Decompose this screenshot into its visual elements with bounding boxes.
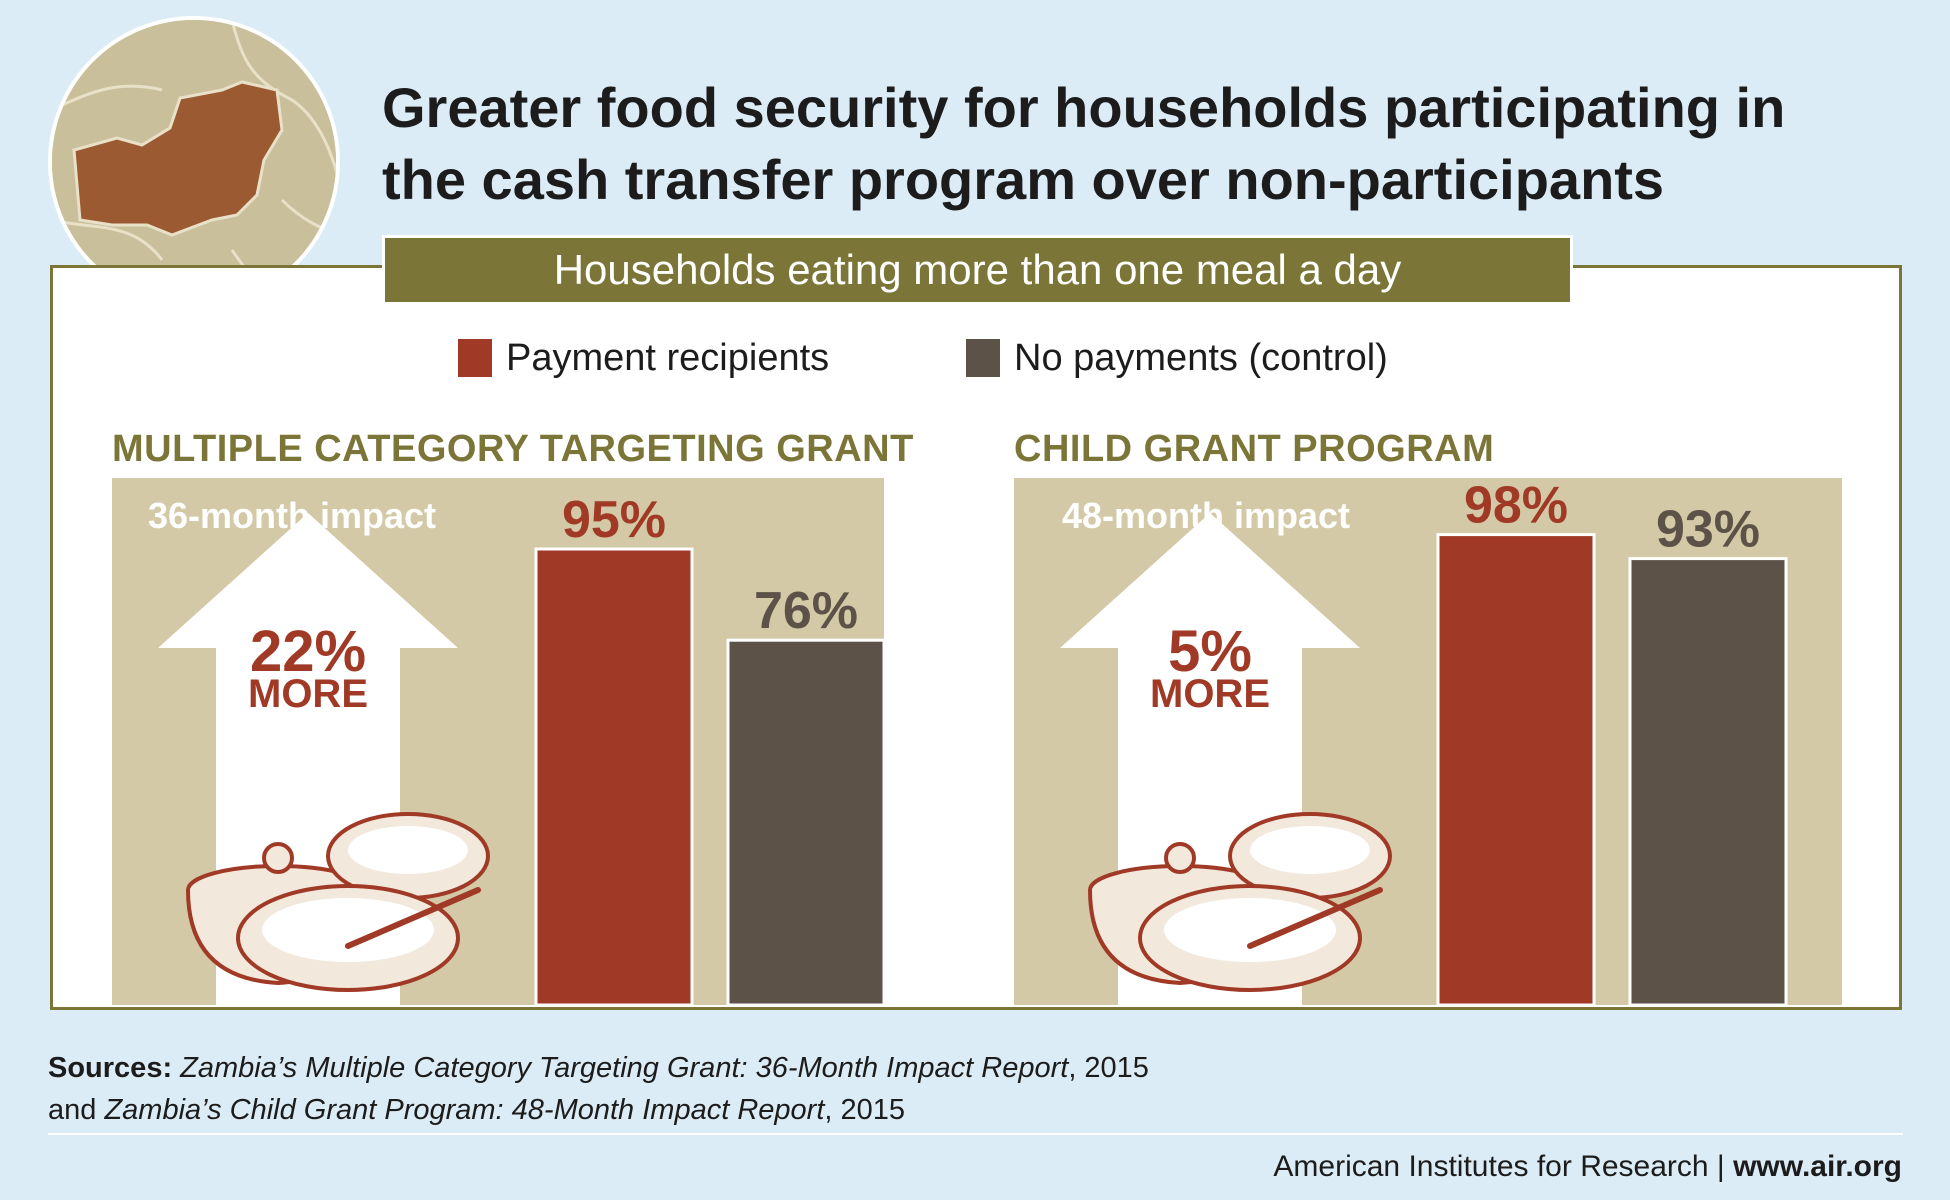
- sources-note: Sources: Zambia’s Multiple Category Targ…: [48, 1047, 1898, 1131]
- sources-label: Sources:: [48, 1052, 173, 1084]
- title-line-1: Greater food security for households par…: [382, 76, 1786, 139]
- value-label-cgp-recipients: 98%: [1464, 478, 1568, 535]
- value-label-mctg-recipients: 95%: [562, 491, 666, 549]
- footer: American Institutes for Research | www.a…: [1273, 1150, 1902, 1184]
- impact-label-cgp: 48-month impact: [1062, 495, 1351, 536]
- food-bowls-icon: [186, 812, 490, 992]
- bar-mctg-control: [726, 638, 884, 1005]
- footer-divider: [48, 1133, 1903, 1135]
- footer-url-link[interactable]: www.air.org: [1733, 1150, 1902, 1183]
- source-ref-2: Zambia’s Child Grant Program: 48-Month I…: [104, 1094, 825, 1126]
- difference-suffix-cgp: MORE: [1150, 672, 1270, 716]
- footer-separator: |: [1708, 1150, 1734, 1183]
- bar-cgp-recipients: [1436, 533, 1596, 1005]
- title-line-2: the cash transfer program over non-parti…: [382, 148, 1665, 211]
- source-connector: and: [48, 1094, 105, 1126]
- map-graphic: [52, 20, 336, 304]
- legend-swatch-recipients: [458, 339, 492, 377]
- legend-item-recipients: Payment recipients: [458, 336, 830, 379]
- food-bowls-icon: [1088, 812, 1392, 992]
- bar-mctg-recipients: [534, 547, 694, 1005]
- difference-value-mctg: 22%: [249, 619, 367, 684]
- legend-label-recipients: Payment recipients: [506, 336, 830, 379]
- legend-item-control: No payments (control): [966, 336, 1388, 379]
- panel-title-mctg: MULTIPLE CATEGORY TARGETING GRANT: [112, 428, 914, 470]
- source-ref-1-year: , 2015: [1068, 1052, 1149, 1084]
- legend-label-control: No payments (control): [1014, 336, 1388, 379]
- page-title: Greater food security for households par…: [382, 72, 1912, 216]
- panel-title-cgp: CHILD GRANT PROGRAM: [1014, 428, 1495, 470]
- legend-swatch-control: [966, 339, 1000, 377]
- value-label-cgp-control: 93%: [1656, 501, 1760, 559]
- footer-org: American Institutes for Research: [1273, 1150, 1709, 1183]
- source-ref-2-year: , 2015: [824, 1094, 906, 1126]
- value-label-mctg-control: 76%: [754, 582, 858, 640]
- difference-suffix-mctg: MORE: [248, 672, 368, 716]
- source-ref-1: Zambia’s Multiple Category Targeting Gra…: [180, 1052, 1069, 1084]
- zambia-map-icon: [48, 16, 340, 308]
- chart-cgp: 98% 93%: [1060, 478, 1788, 1005]
- chart-mctg: 95% 76%: [158, 491, 884, 1005]
- subtitle-banner: Households eating more than one meal a d…: [382, 235, 1573, 305]
- bar-cgp-control: [1628, 557, 1788, 1005]
- impact-label-mctg: 36-month impact: [148, 495, 437, 536]
- difference-value-cgp: 5%: [1168, 619, 1252, 684]
